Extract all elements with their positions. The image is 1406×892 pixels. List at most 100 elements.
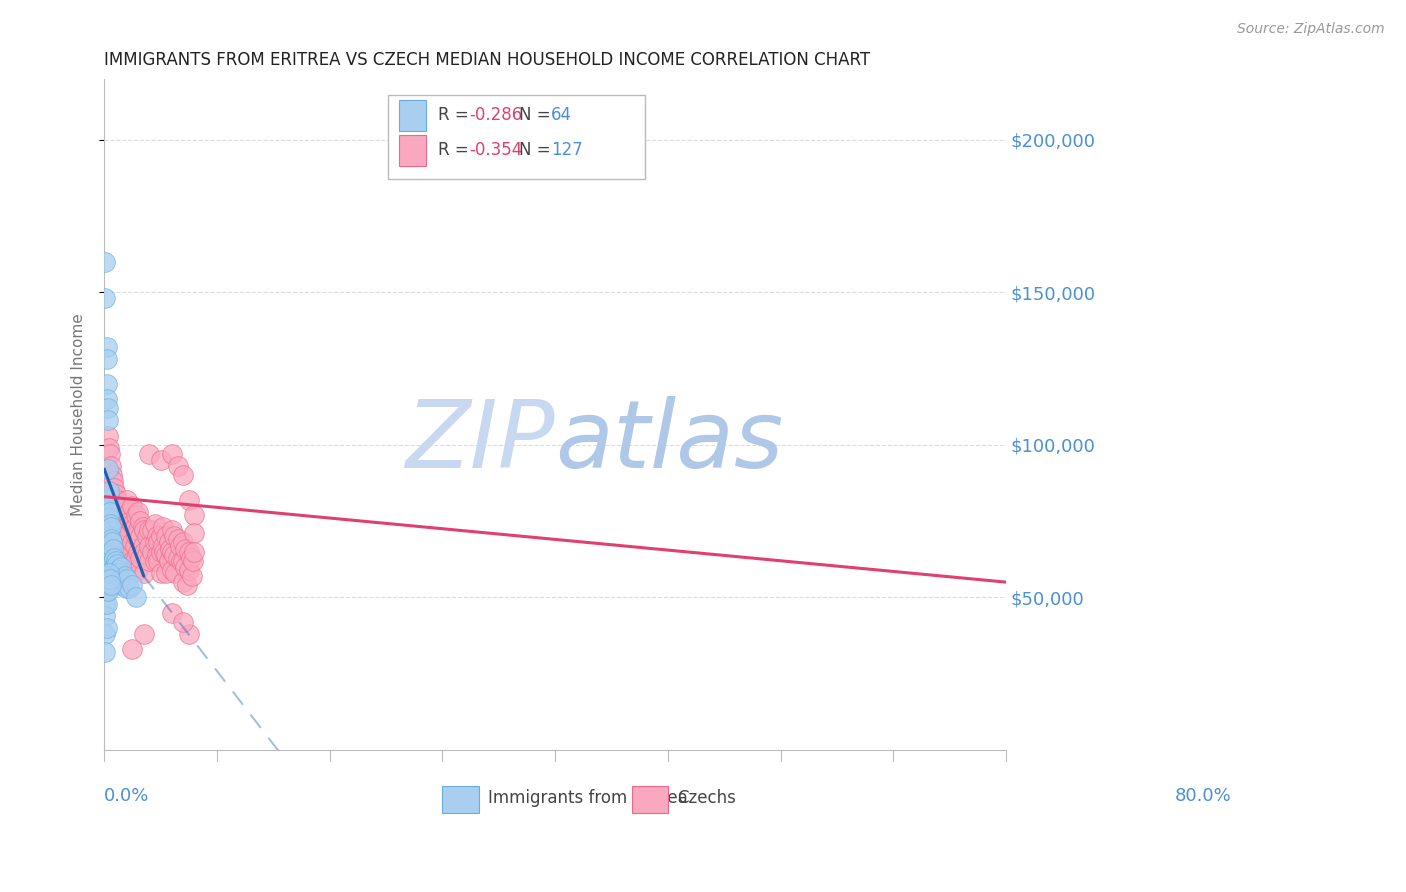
Point <box>174 560 197 574</box>
Point <box>94 584 117 599</box>
Point <box>108 505 131 519</box>
Point <box>112 578 135 592</box>
Point <box>98 529 121 543</box>
Point <box>132 566 155 580</box>
Point <box>114 581 136 595</box>
Point <box>180 550 202 565</box>
Point <box>159 541 181 556</box>
Point <box>97 401 120 416</box>
Point <box>169 539 191 553</box>
Y-axis label: Median Household Income: Median Household Income <box>72 313 86 516</box>
Text: N =: N = <box>519 106 555 125</box>
Point <box>108 566 131 580</box>
Point <box>149 566 172 580</box>
Point <box>136 548 159 562</box>
Point <box>96 575 118 590</box>
Point <box>118 505 141 519</box>
Point <box>101 557 124 571</box>
Point <box>131 539 153 553</box>
Point <box>155 566 177 580</box>
Point <box>146 548 169 562</box>
Point <box>98 502 121 516</box>
Point <box>118 526 141 541</box>
Point <box>108 572 131 586</box>
Text: -0.354: -0.354 <box>470 142 523 160</box>
Point <box>138 554 160 568</box>
Point <box>104 486 127 500</box>
Point <box>107 533 129 547</box>
Point <box>160 523 183 537</box>
Point <box>100 554 122 568</box>
Point <box>103 550 125 565</box>
Point <box>97 492 120 507</box>
Point <box>143 517 166 532</box>
Point <box>177 492 200 507</box>
Point <box>114 544 136 558</box>
Point <box>107 499 129 513</box>
Point <box>118 581 141 595</box>
Text: N =: N = <box>519 142 555 160</box>
Point <box>111 572 134 586</box>
Point <box>125 508 148 522</box>
Point <box>172 615 194 629</box>
Point <box>96 376 118 391</box>
Point <box>160 606 183 620</box>
Point <box>105 526 128 541</box>
Point <box>96 584 118 599</box>
Point <box>143 535 166 549</box>
Text: atlas: atlas <box>555 396 783 487</box>
Point <box>138 447 160 461</box>
Point <box>103 529 125 543</box>
Point <box>149 453 172 467</box>
Point <box>165 566 187 580</box>
Point <box>166 550 188 565</box>
Point <box>96 340 118 354</box>
Point <box>131 520 153 534</box>
Point <box>108 511 131 525</box>
Point <box>101 468 124 483</box>
Point <box>125 550 148 565</box>
Point <box>103 541 125 556</box>
Point <box>110 523 132 537</box>
Point <box>97 441 120 455</box>
Point <box>114 569 136 583</box>
Point <box>177 544 200 558</box>
Point <box>121 578 143 592</box>
Point <box>96 352 118 367</box>
Point <box>174 541 197 556</box>
Point <box>121 535 143 549</box>
Point <box>94 569 117 583</box>
Text: Czechs: Czechs <box>676 789 735 807</box>
Point <box>97 566 120 580</box>
Text: 0.0%: 0.0% <box>104 787 149 805</box>
Point <box>111 520 134 534</box>
Point <box>138 539 160 553</box>
Point <box>125 591 148 605</box>
Point <box>110 578 132 592</box>
Point <box>104 544 127 558</box>
Point <box>97 584 120 599</box>
Point <box>181 569 204 583</box>
Point <box>172 554 194 568</box>
Text: Source: ZipAtlas.com: Source: ZipAtlas.com <box>1237 22 1385 37</box>
Text: 64: 64 <box>551 106 572 125</box>
Point <box>132 544 155 558</box>
Point <box>110 514 132 528</box>
Point <box>98 517 121 532</box>
Text: ZIP: ZIP <box>405 396 555 487</box>
Point <box>105 557 128 571</box>
Point <box>96 392 118 406</box>
Point <box>183 544 205 558</box>
Point <box>101 535 124 549</box>
Point <box>110 560 132 574</box>
Point <box>129 514 152 528</box>
Point <box>105 569 128 583</box>
Point <box>118 548 141 562</box>
Point <box>160 544 183 558</box>
Point <box>97 413 120 427</box>
Point <box>107 563 129 577</box>
Point <box>177 627 200 641</box>
Point <box>104 554 127 568</box>
Point <box>94 627 117 641</box>
Text: R =: R = <box>437 142 474 160</box>
